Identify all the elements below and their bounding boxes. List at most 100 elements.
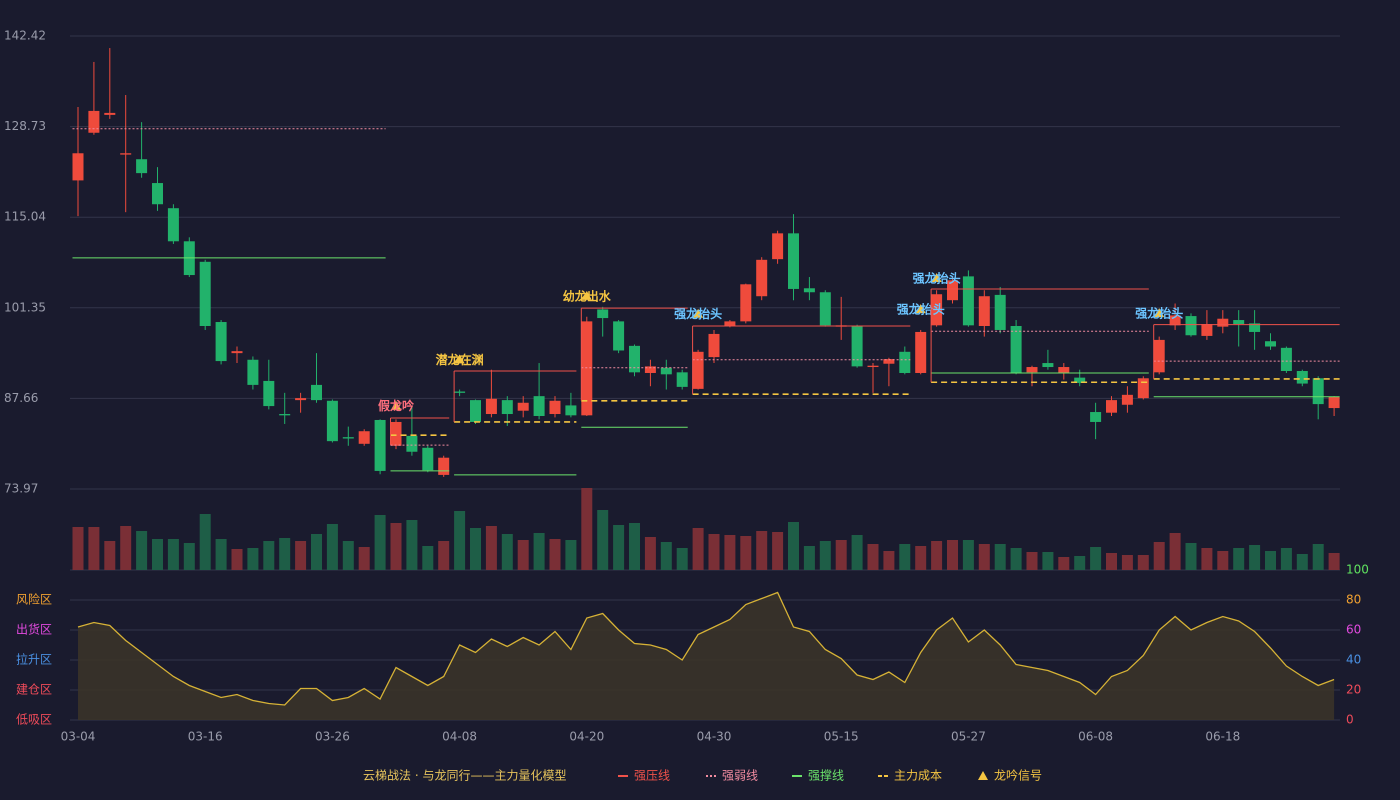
- volume-bar: [152, 539, 163, 570]
- candle-body: [422, 447, 434, 471]
- volume-bar: [501, 534, 513, 570]
- candle-body: [1010, 325, 1022, 373]
- candle-body: [326, 400, 338, 442]
- y-tick-label: 87.66: [4, 391, 38, 405]
- candle-body: [1153, 339, 1165, 373]
- volume-bar: [867, 544, 879, 570]
- zone-label: 出货区: [16, 622, 52, 637]
- candle-body: [1217, 318, 1229, 327]
- x-tick-label: 04-30: [697, 730, 732, 744]
- volume-bar: [947, 540, 958, 570]
- indicator-tick-label: 20: [1346, 683, 1361, 697]
- candle-body: [152, 183, 163, 205]
- candle-body: [1296, 371, 1308, 384]
- x-tick-label: 04-08: [442, 730, 477, 744]
- x-tick-label: 04-20: [569, 730, 604, 744]
- y-tick-label: 73.97: [4, 482, 38, 496]
- candle-body: [597, 309, 609, 319]
- volume-bar: [1090, 547, 1102, 570]
- volume-bar: [629, 523, 640, 570]
- candle-body: [1249, 323, 1261, 332]
- signal-label: 强龙抬头: [897, 302, 945, 317]
- candle-body: [613, 321, 625, 351]
- volume-bar: [565, 540, 577, 570]
- volume-bar: [104, 541, 116, 570]
- indicator-tick-label: 0: [1346, 713, 1354, 727]
- volume-bar: [1185, 543, 1197, 570]
- candle-body: [1328, 396, 1340, 409]
- candle-body: [1280, 347, 1292, 372]
- zone-label: 拉升区: [16, 652, 52, 667]
- signal-marker: [693, 308, 704, 318]
- candle-body: [549, 400, 561, 415]
- candle-body: [644, 366, 656, 373]
- volume-bar: [708, 534, 720, 570]
- x-tick-label: 05-27: [951, 730, 986, 744]
- volume-bar: [517, 540, 529, 570]
- volume-bar: [485, 526, 497, 570]
- candle-body: [167, 208, 179, 242]
- volume-bar: [613, 525, 625, 570]
- candle-body: [517, 402, 529, 411]
- candle-body: [1169, 315, 1181, 326]
- volume-bar: [1074, 556, 1086, 570]
- volume-bar: [390, 523, 402, 570]
- volume-bar: [549, 539, 561, 570]
- candle-body: [1233, 320, 1245, 325]
- candle-body: [247, 359, 259, 385]
- volume-bar: [597, 510, 609, 570]
- volume-bar: [1058, 557, 1070, 570]
- volume-bar: [724, 535, 736, 570]
- legend-label: 强弱线: [722, 769, 758, 783]
- volume-bar: [438, 541, 450, 570]
- candle-body: [772, 233, 784, 260]
- indicator-area: [78, 592, 1335, 720]
- volume-bar: [1042, 552, 1054, 570]
- candle-body: [120, 153, 132, 155]
- legend-title: 云梯战法 · 与龙同行——主力量化模型: [363, 769, 566, 783]
- candle-body: [485, 398, 497, 415]
- volume-bar: [295, 541, 307, 570]
- volume-bar: [1265, 551, 1276, 570]
- candle-body: [1265, 341, 1276, 347]
- candle-body: [501, 400, 513, 415]
- candle-body: [1026, 367, 1038, 373]
- volume-bar: [1296, 554, 1308, 570]
- volume-bar: [788, 522, 799, 570]
- zone-label: 建仓区: [16, 683, 52, 697]
- volume-bar: [326, 524, 338, 570]
- volume-bar: [1312, 544, 1324, 570]
- legend-label: 强撑线: [808, 768, 844, 783]
- indicator-tick-label: 100: [1346, 563, 1369, 577]
- volume-bar: [962, 540, 974, 570]
- candle-body: [390, 421, 402, 446]
- candle-body: [1121, 394, 1133, 405]
- signal-label: 强龙抬头: [1135, 306, 1183, 321]
- candle-body: [1042, 363, 1054, 368]
- candle-body: [660, 367, 672, 375]
- volume-bar: [660, 542, 672, 570]
- x-tick-label: 06-18: [1205, 730, 1240, 744]
- candle-body: [470, 400, 481, 422]
- candle-body: [279, 414, 291, 416]
- candle-body: [819, 292, 831, 326]
- candle-body: [533, 396, 545, 417]
- candle-body: [676, 372, 688, 387]
- legend-label: 主力成本: [894, 769, 942, 783]
- volume-bar: [692, 528, 704, 570]
- legend-label: 强压线: [634, 769, 670, 783]
- volume-bar: [819, 541, 831, 570]
- candle-body: [358, 431, 370, 444]
- signal-marker: [581, 290, 592, 300]
- volume-bar: [1280, 548, 1292, 570]
- volume-bar: [676, 548, 688, 570]
- candle-body: [565, 405, 577, 416]
- candle-body: [994, 294, 1006, 330]
- volume-bar: [88, 527, 100, 570]
- volume-bar: [199, 514, 211, 570]
- signal-marker: [454, 354, 465, 364]
- volume-bar: [915, 546, 927, 570]
- volume-bar: [454, 511, 466, 570]
- candle-body: [1106, 400, 1117, 413]
- candle-body: [72, 153, 84, 181]
